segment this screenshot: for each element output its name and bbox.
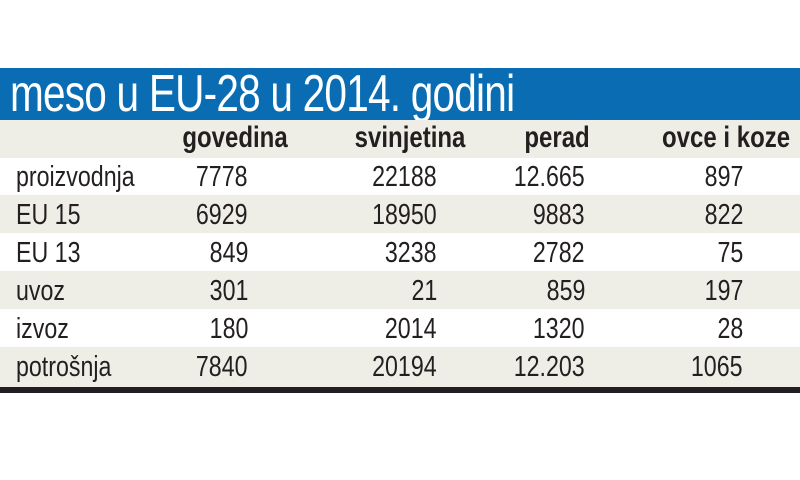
table-cell: 897: [704, 161, 743, 193]
table-title: meso u EU-28 u 2014. godini: [10, 65, 515, 123]
table-cell: 12.203: [514, 351, 585, 383]
table-cell: 28: [717, 313, 743, 345]
table-cell: 1320: [533, 313, 585, 345]
header-row: govedina svinjetina perad ovce i koze: [0, 120, 800, 158]
table-cell: 21: [411, 275, 437, 307]
table-cell: 20194: [372, 351, 437, 383]
column-header: svinjetina: [354, 121, 465, 154]
table-cell: 7840: [196, 351, 248, 383]
table-cell: 3238: [385, 237, 437, 269]
row-label: izvoz: [16, 313, 69, 345]
table-row: EU 15 6929 18950 9883 822: [0, 195, 800, 233]
title-bar: meso u EU-28 u 2014. godini: [0, 65, 800, 123]
column-header: perad: [524, 121, 590, 154]
table-cell: 6929: [196, 199, 248, 231]
table-row: EU 13 849 3238 2782 75: [0, 233, 800, 271]
table-cell: 75: [717, 237, 743, 269]
table-cell: 1065: [691, 351, 743, 383]
table-cell: 12.665: [514, 161, 585, 193]
table-cell: 197: [704, 275, 743, 307]
table-cell: 2014: [385, 313, 437, 345]
table-row: proizvodnja 7778 22188 12.665 897: [0, 157, 800, 195]
table-cell: 849: [209, 237, 248, 269]
table-cell: 301: [209, 275, 248, 307]
row-label: EU 13: [16, 237, 81, 269]
table-row: uvoz 301 21 859 197: [0, 271, 800, 309]
table-cell: 18950: [372, 199, 437, 231]
table-cell: 9883: [533, 199, 585, 231]
table-cell: 822: [704, 199, 743, 231]
row-label: EU 15: [16, 199, 81, 231]
table-cell: 180: [209, 313, 248, 345]
table-cell: 22188: [372, 161, 437, 193]
row-label: potrošnja: [16, 351, 112, 383]
column-header: govedina: [182, 121, 288, 154]
row-label: uvoz: [16, 275, 66, 307]
bottom-rule: [0, 387, 800, 393]
row-label: proizvodnja: [16, 161, 135, 193]
table-cell: 859: [546, 275, 585, 307]
table-cell: 2782: [533, 237, 585, 269]
column-header: ovce i koze: [661, 121, 790, 154]
table-row: izvoz 180 2014 1320 28: [0, 309, 800, 347]
table-cell: 7778: [196, 161, 248, 193]
table-row: potrošnja 7840 20194 12.203 1065: [0, 347, 800, 387]
